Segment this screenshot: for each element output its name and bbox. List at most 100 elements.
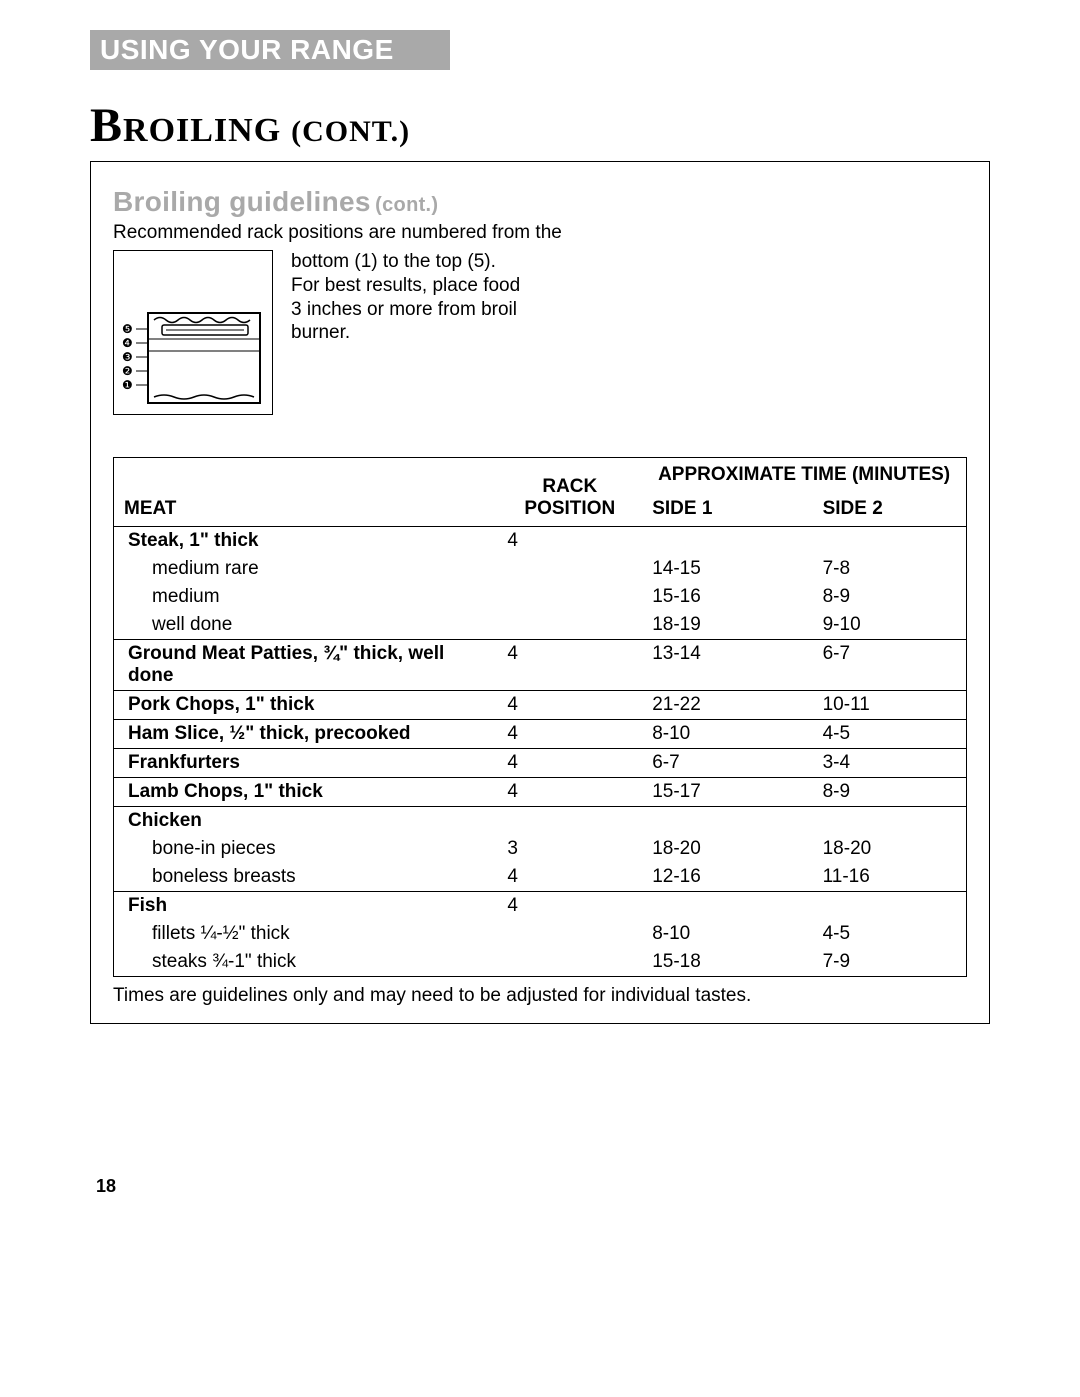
cell-meat: Fish xyxy=(114,892,497,921)
cell-rack: 4 xyxy=(497,640,642,691)
table-row: Pork Chops, 1" thick421-2210-11 xyxy=(114,691,966,720)
cell-side2: 10-11 xyxy=(813,691,966,720)
cell-meat: boneless breasts xyxy=(114,863,497,892)
cell-side2 xyxy=(813,527,966,556)
subheading-main: Broiling guidelines xyxy=(113,186,371,217)
cell-rack: 4 xyxy=(497,527,642,556)
cell-meat: Chicken xyxy=(114,807,497,836)
cell-rack xyxy=(497,948,642,976)
cell-rack: 4 xyxy=(497,778,642,807)
oven-diagram: ❺ ❹ ❸ ❷ ❶ xyxy=(113,250,273,415)
intro-text: Recommended rack positions are numbered … xyxy=(113,222,967,244)
cell-meat: Ground Meat Patties, ¾" thick, well done xyxy=(114,640,497,691)
table-row: Lamb Chops, 1" thick415-178-9 xyxy=(114,778,966,807)
broiling-table: RACK POSITION APPROXIMATE TIME (MINUTES)… xyxy=(113,457,967,977)
subheading-suffix: (cont.) xyxy=(375,194,438,216)
table-row: fillets ¼-½" thick 8-104-5 xyxy=(114,920,966,948)
cell-rack: 4 xyxy=(497,892,642,921)
rack-label-2: ❷ xyxy=(122,364,133,378)
table-row: well done18-199-10 xyxy=(114,611,966,640)
cell-rack xyxy=(497,611,642,640)
diagram-wrap: ❺ ❹ ❸ ❷ ❶ bottom (1) to the top (5). For… xyxy=(113,250,967,415)
diagram-caption: bottom (1) to the top (5). For best resu… xyxy=(291,250,521,345)
cell-side1: 18-20 xyxy=(642,835,812,863)
cell-side1: 14-15 xyxy=(642,555,812,583)
col-side2: SIDE 2 xyxy=(813,492,966,527)
title-paren: (CONT.) xyxy=(291,115,410,149)
cell-side2: 6-7 xyxy=(813,640,966,691)
cell-meat: steaks ¾-1" thick xyxy=(114,948,497,976)
cell-side2: 8-9 xyxy=(813,778,966,807)
cell-rack: 4 xyxy=(497,749,642,778)
cell-side1: 15-18 xyxy=(642,948,812,976)
table-row: Steak, 1" thick4 xyxy=(114,527,966,556)
table-row: Fish4 xyxy=(114,892,966,921)
table-row: medium 15-168-9 xyxy=(114,583,966,611)
table-row: steaks ¾-1" thick 15-187-9 xyxy=(114,948,966,976)
table-row: Chicken xyxy=(114,807,966,836)
cell-side2: 8-9 xyxy=(813,583,966,611)
cell-side2: 18-20 xyxy=(813,835,966,863)
cell-side2: 7-8 xyxy=(813,555,966,583)
cell-side1: 21-22 xyxy=(642,691,812,720)
section-header: USING YOUR RANGE xyxy=(90,30,450,70)
manual-page: USING YOUR RANGE Broiling (CONT.) Broili… xyxy=(0,0,1080,1397)
cell-meat: medium rare xyxy=(114,555,497,583)
cell-side2: 9-10 xyxy=(813,611,966,640)
rack-label-5: ❺ xyxy=(122,322,133,336)
cell-rack: 4 xyxy=(497,863,642,892)
content-box: Broiling guidelines (cont.) Recommended … xyxy=(90,161,990,1024)
table-row: bone-in pieces318-2018-20 xyxy=(114,835,966,863)
table-row: boneless breasts412-1611-16 xyxy=(114,863,966,892)
cell-side2 xyxy=(813,807,966,836)
table-row: medium rare 14-157-8 xyxy=(114,555,966,583)
cell-meat: Lamb Chops, 1" thick xyxy=(114,778,497,807)
cell-side1 xyxy=(642,807,812,836)
page-number: 18 xyxy=(96,1176,116,1197)
cell-rack xyxy=(497,920,642,948)
col-meat: MEAT xyxy=(114,492,497,527)
cell-rack xyxy=(497,555,642,583)
cell-meat: medium xyxy=(114,583,497,611)
broiling-data-table: RACK POSITION APPROXIMATE TIME (MINUTES)… xyxy=(114,458,966,976)
cell-meat: Ham Slice, ½" thick, precooked xyxy=(114,720,497,749)
cell-rack: 4 xyxy=(497,691,642,720)
subheading: Broiling guidelines (cont.) xyxy=(113,186,967,218)
cell-rack xyxy=(497,807,642,836)
cell-rack: 3 xyxy=(497,835,642,863)
cell-side2: 4-5 xyxy=(813,920,966,948)
cell-side2: 4-5 xyxy=(813,720,966,749)
cell-side1 xyxy=(642,527,812,556)
rack-label-1: ❶ xyxy=(122,378,133,392)
col-time-group: APPROXIMATE TIME (MINUTES) xyxy=(642,458,966,492)
cell-side1: 8-10 xyxy=(642,720,812,749)
cell-side1: 12-16 xyxy=(642,863,812,892)
page-title: Broiling (CONT.) xyxy=(90,98,990,153)
table-row: Frankfurters46-73-4 xyxy=(114,749,966,778)
cell-meat: Frankfurters xyxy=(114,749,497,778)
cell-side2: 11-16 xyxy=(813,863,966,892)
cell-side1: 8-10 xyxy=(642,920,812,948)
cell-side2: 3-4 xyxy=(813,749,966,778)
rack-label-4: ❹ xyxy=(122,336,133,350)
cell-side1: 6-7 xyxy=(642,749,812,778)
cell-side2 xyxy=(813,892,966,921)
cell-side1: 15-17 xyxy=(642,778,812,807)
table-footnote: Times are guidelines only and may need t… xyxy=(113,985,967,1007)
title-main: Broiling xyxy=(90,98,281,153)
cell-side2: 7-9 xyxy=(813,948,966,976)
oven-diagram-svg: ❺ ❹ ❸ ❷ ❶ xyxy=(114,251,272,414)
cell-side1: 15-16 xyxy=(642,583,812,611)
cell-side1: 18-19 xyxy=(642,611,812,640)
table-row: Ham Slice, ½" thick, precooked48-104-5 xyxy=(114,720,966,749)
cell-side1 xyxy=(642,892,812,921)
cell-meat: Steak, 1" thick xyxy=(114,527,497,556)
col-side1: SIDE 1 xyxy=(642,492,812,527)
cell-meat: fillets ¼-½" thick xyxy=(114,920,497,948)
table-body: Steak, 1" thick4medium rare14-157-8mediu… xyxy=(114,527,966,977)
table-row: Ground Meat Patties, ¾" thick, well done… xyxy=(114,640,966,691)
cell-rack: 4 xyxy=(497,720,642,749)
cell-meat: bone-in pieces xyxy=(114,835,497,863)
rack-label-3: ❸ xyxy=(122,350,133,364)
cell-meat: Pork Chops, 1" thick xyxy=(114,691,497,720)
